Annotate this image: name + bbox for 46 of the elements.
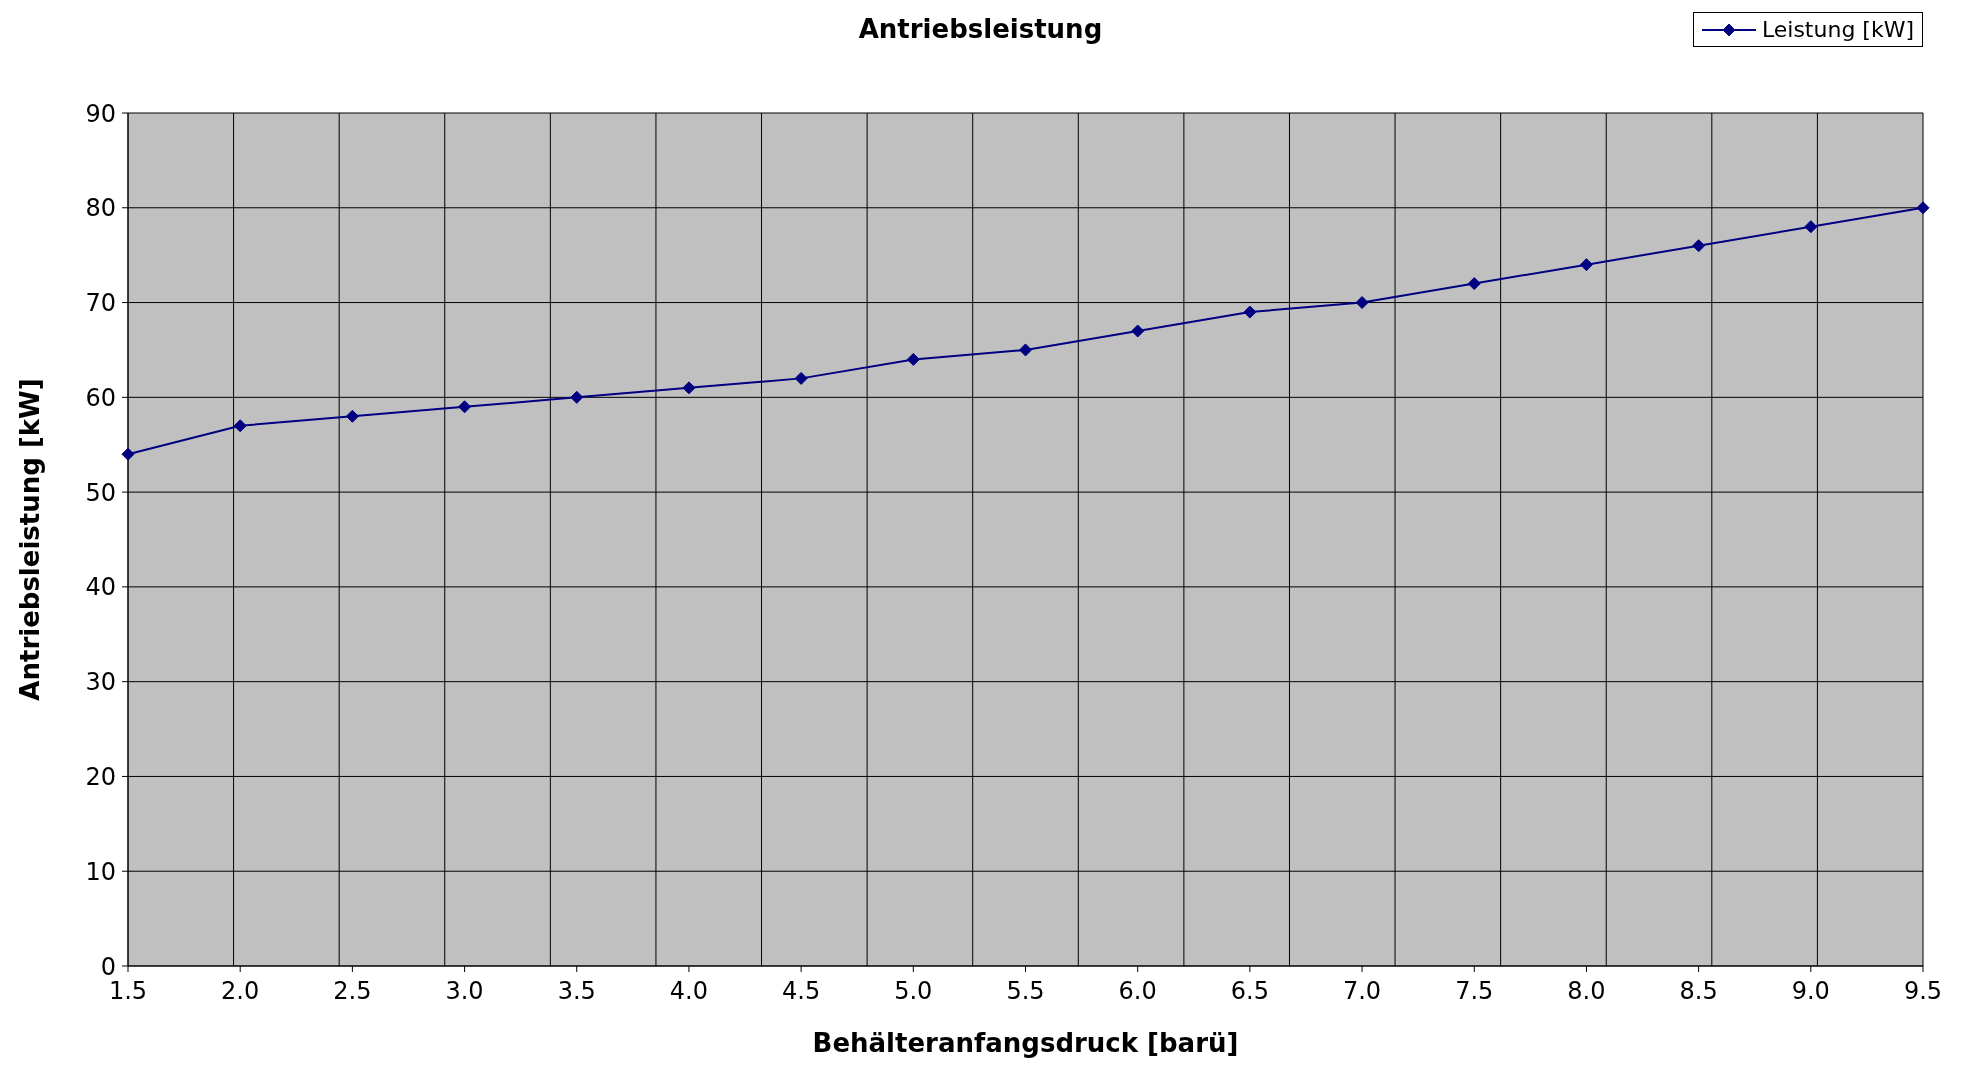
y-tick-label: 30 — [85, 668, 116, 697]
point — [570, 390, 584, 404]
x-tick-label: 7.0 — [1342, 977, 1382, 1006]
x-tick-label: 6.5 — [1230, 977, 1269, 1006]
legend-label: Leistung [kW] — [1761, 17, 1914, 42]
x-tick-label: 8.0 — [1567, 977, 1606, 1006]
y-tick-label: 60 — [85, 383, 116, 412]
y-tick-label: 70 — [85, 289, 116, 318]
y-tick-label: 50 — [85, 478, 116, 507]
x-tick-label: 4.0 — [669, 977, 709, 1006]
y-tick-label: 20 — [85, 762, 116, 791]
point — [1916, 201, 1930, 215]
x-tick-label: 6.0 — [1118, 977, 1157, 1006]
x-tick-label: 5.0 — [894, 977, 933, 1006]
x-tick-label: 9.5 — [1903, 977, 1943, 1006]
y-tick-label: 90 — [85, 99, 116, 128]
point — [1804, 220, 1818, 234]
x-axis-title: Behälteranfangsdruck [barü] — [812, 1028, 1239, 1058]
point — [1355, 296, 1369, 310]
x-tick-label: 3.5 — [557, 977, 596, 1006]
point — [1579, 258, 1593, 272]
point — [121, 447, 135, 461]
point — [233, 419, 247, 433]
x-tick-label: 8.5 — [1679, 977, 1718, 1006]
y-tick-label: 10 — [85, 857, 116, 886]
point — [1243, 305, 1257, 319]
point — [345, 409, 359, 423]
y-axis-title: Antriebsleistung [kW] — [15, 378, 46, 701]
point — [1467, 277, 1481, 291]
y-tick-label: 40 — [85, 573, 116, 602]
x-tick-label: 9.0 — [1791, 977, 1830, 1006]
point — [458, 400, 472, 414]
point — [1019, 343, 1032, 357]
point — [794, 371, 808, 385]
point — [682, 381, 696, 395]
chart-title: Antriebsleistung — [858, 14, 1103, 44]
point — [906, 352, 920, 366]
x-tick-label: 7.5 — [1455, 977, 1494, 1006]
point — [1692, 239, 1706, 253]
x-tick-label: 2.5 — [333, 977, 372, 1006]
x-tick-label: 3.0 — [445, 977, 484, 1006]
x-tick-label: 5.5 — [1006, 977, 1045, 1006]
x-tick-label: 2.0 — [221, 977, 260, 1006]
y-tick-label: 80 — [85, 194, 116, 223]
point — [1131, 324, 1145, 338]
x-tick-label: 4.5 — [782, 977, 821, 1006]
